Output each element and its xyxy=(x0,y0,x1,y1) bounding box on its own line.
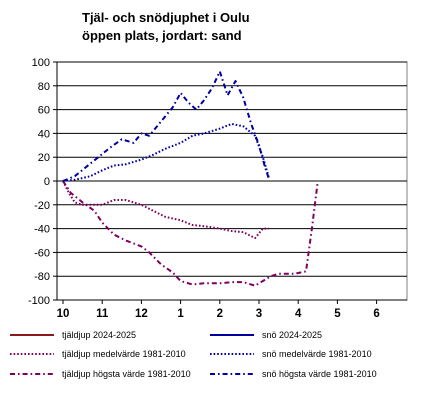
legend-label-5: snö högsta värde 1981-2010 xyxy=(262,369,377,379)
chart-subtitle: öppen plats, jordart: sand xyxy=(82,28,242,43)
y-tick-label: 80 xyxy=(38,81,50,93)
x-tick-label: 5 xyxy=(334,308,341,320)
legend-label-4: tjäldjup högsta värde 1981-2010 xyxy=(62,369,191,379)
legend-label-1: snö 2024-2025 xyxy=(262,330,322,340)
y-tick-label: -60 xyxy=(34,247,50,259)
x-tick-label: 2 xyxy=(217,308,223,320)
y-tick-label: 0 xyxy=(44,176,50,188)
x-tick-label: 4 xyxy=(295,308,302,320)
y-tick-label: 40 xyxy=(38,128,50,140)
legend-label-3: snö medelvärde 1981-2010 xyxy=(262,349,372,359)
series-line-3 xyxy=(62,122,270,182)
y-tick-label: 100 xyxy=(32,57,50,69)
legend-label-0: tjäldjup 2024-2025 xyxy=(62,330,136,340)
x-tick-label: 1 xyxy=(177,308,184,320)
series-line-4 xyxy=(62,180,319,287)
y-tick-label: -40 xyxy=(34,224,50,236)
series-line-5 xyxy=(62,70,270,182)
series-line-2 xyxy=(62,180,269,240)
y-tick-label: 20 xyxy=(38,152,50,164)
legend-label-2: tjäldjup medelvärde 1981-2010 xyxy=(62,349,186,359)
chart-title: Tjäl- och snödjuphet i Oulu xyxy=(82,10,250,25)
x-tick-label: 6 xyxy=(373,308,379,320)
x-tick-label: 11 xyxy=(96,308,109,320)
x-tick-label: 10 xyxy=(57,308,70,320)
y-tick-label: 60 xyxy=(38,105,50,117)
y-tick-label: -20 xyxy=(34,200,50,212)
y-tick-label: -80 xyxy=(34,271,50,283)
x-tick-label: 3 xyxy=(256,308,262,320)
x-tick-label: 12 xyxy=(135,308,148,320)
y-tick-label: -100 xyxy=(28,295,50,307)
